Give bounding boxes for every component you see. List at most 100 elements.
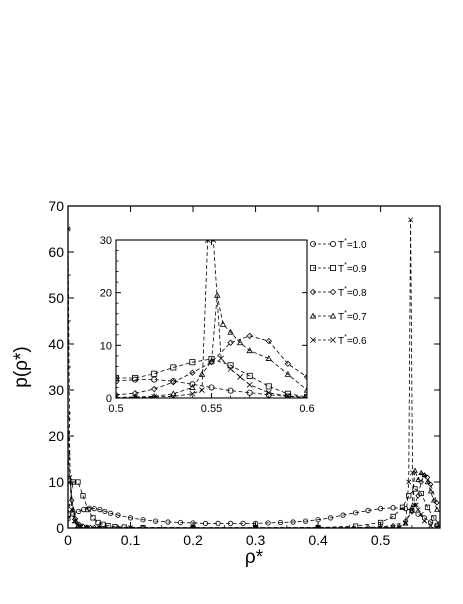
main-x-tick-label: 0	[64, 532, 72, 548]
main-series-t-0-8-point	[415, 493, 421, 499]
legend-entry-t-0-8-label-value: =0.8	[347, 288, 367, 299]
inset-series-t-0-9-point	[116, 374, 120, 381]
y-axis-label-text: p(ρ*)	[11, 346, 32, 387]
main-series-t-0-8-point	[365, 524, 371, 528]
main-series-t-0-6-point	[410, 470, 415, 476]
main-series-t-0-9-point	[418, 490, 424, 497]
main-series-t-1-0-point	[365, 507, 371, 514]
main-series-t-0-9-point	[437, 521, 440, 527]
main-x-tick-label: 0.1	[121, 532, 141, 548]
inset-series-t-0-9-point	[246, 372, 253, 379]
main-series-t-1-0-point	[409, 507, 415, 514]
main-series-t-0-9-point	[85, 506, 91, 513]
inset-series-t-1-0-point	[116, 378, 119, 385]
main-x-tick-label: 0.5	[371, 532, 391, 548]
main-y-tick-label: 50	[48, 290, 64, 306]
legend-entry-t-0-8-marker-right	[329, 288, 337, 296]
inset-series-t-0-8-point	[265, 337, 272, 345]
main-series-t-0-6-point	[84, 525, 90, 528]
inset-series-t-0-7-point	[265, 355, 273, 361]
main-series-t-1-0-point	[152, 518, 159, 524]
main-series-t-0-7-point	[430, 497, 437, 503]
main-series-t-0-8-point	[102, 525, 109, 528]
main-series-t-0-8-point	[91, 524, 98, 528]
legend-entry-t-1-0-label: T*=1.0	[338, 238, 367, 251]
x-axis-label-text: ρ*	[245, 547, 264, 568]
main-series-t-1-0-point	[240, 520, 246, 527]
main-series-t-0-6-point	[434, 524, 440, 528]
main-series-t-1-0-point	[403, 506, 409, 512]
legend-entry-t-1-0-label-t: T	[338, 240, 344, 251]
inset-y-tick-label: 20	[100, 288, 112, 300]
inset-series-t-0-7-point	[198, 370, 206, 377]
main-series-t-1-0-point	[86, 505, 92, 511]
legend-entry-t-0-6-marker-right	[330, 337, 336, 343]
legend-entry-t-1-0-label-star: *	[344, 238, 347, 245]
legend-entry-t-0-7-marker-right	[329, 312, 337, 319]
inset-plot-area	[116, 240, 307, 398]
main-series-t-0-9-point	[390, 513, 396, 520]
main-series-t-0-9-point	[406, 493, 412, 499]
legend-entry-t-0-9-label-t: T	[338, 264, 344, 275]
inset-series-t-0-7-line	[116, 295, 307, 398]
main-series-t-0-6-point	[68, 474, 73, 480]
inset-series-t-0-6-point	[227, 366, 234, 372]
inset-frame	[115, 239, 308, 399]
inset-series-t-0-8-point	[303, 373, 307, 381]
inset-series-t-0-6-point	[237, 374, 244, 380]
main-series-t-0-8-point	[252, 525, 259, 528]
legend-entry-t-0-8-label-t: T	[338, 288, 344, 299]
legend-entry-t-0-9-marker-left	[309, 264, 316, 271]
inset-series-t-0-7-point	[303, 386, 307, 393]
inset-series-t-1-0-point	[151, 376, 158, 383]
x-axis-label: ρ*	[245, 547, 264, 568]
main-series-t-0-9-line	[68, 481, 440, 528]
main-series-t-0-8-point	[190, 525, 196, 528]
legend-entry-t-0-6-marker-left	[310, 337, 316, 343]
main-series-t-0-9-point	[75, 479, 81, 485]
main-series-t-0-6-point	[411, 502, 417, 508]
main-series-t-0-6-point	[421, 518, 427, 524]
inset-series-t-0-6-point	[246, 381, 253, 388]
inset-series-t-0-7-point	[284, 370, 292, 377]
inset-series-t-0-7-point	[246, 347, 253, 354]
main-series-t-0-9-point	[424, 504, 431, 510]
main-series-t-1-0-point	[91, 506, 97, 512]
inset-series-t-0-9-point	[227, 362, 234, 369]
main-series-t-0-6-point	[413, 502, 419, 508]
inset-series-t-0-7-point	[208, 357, 215, 364]
main-series-t-1-0-point	[390, 505, 396, 511]
main-series-t-1-0-point	[277, 519, 284, 526]
main-series-t-0-9-point	[95, 519, 101, 526]
main-series-t-0-7-point	[421, 472, 428, 478]
legend-entry-t-0-9-label-value: =0.9	[347, 264, 367, 275]
inset-series-t-0-8-point	[116, 391, 120, 398]
main-x-tick-label: 0.3	[246, 532, 266, 548]
main-y-tick-label: 20	[48, 428, 64, 444]
main-y-tick-label: 60	[48, 244, 64, 260]
main-series-t-1-0-point	[315, 517, 321, 523]
main-series-t-0-6-point	[415, 507, 421, 513]
main-series-t-0-7-point	[378, 524, 383, 528]
legend-entry-t-1-0-label-value: =1.0	[347, 240, 367, 251]
inset-series-t-0-6-point	[204, 240, 211, 243]
inset-series-t-0-6-point	[116, 394, 119, 398]
main-series-t-0-7-point	[427, 488, 434, 494]
main-series-t-1-0-point	[428, 519, 434, 525]
main-series-t-0-9-point	[412, 486, 418, 492]
main-series-t-0-6-point	[78, 524, 83, 528]
main-series-t-1-0-point	[340, 512, 346, 518]
inset-series-t-0-6-point	[304, 394, 307, 398]
inset-series-t-1-0-point	[208, 384, 215, 391]
main-series-t-1-0-point	[202, 520, 209, 527]
inset-series-t-0-8-line	[116, 335, 307, 396]
legend-entry-t-0-7-label: T*=0.7	[338, 310, 367, 323]
main-series-t-0-6-point	[428, 523, 434, 528]
main-series-t-0-6-point	[403, 520, 409, 526]
inset-series-t-0-8-point	[227, 339, 234, 346]
main-series-t-0-9-point	[121, 524, 127, 528]
main-series-t-0-7-point	[418, 469, 425, 475]
inset-series-t-0-8-point	[246, 332, 253, 340]
main-x-tick-label: 0.2	[183, 532, 203, 548]
